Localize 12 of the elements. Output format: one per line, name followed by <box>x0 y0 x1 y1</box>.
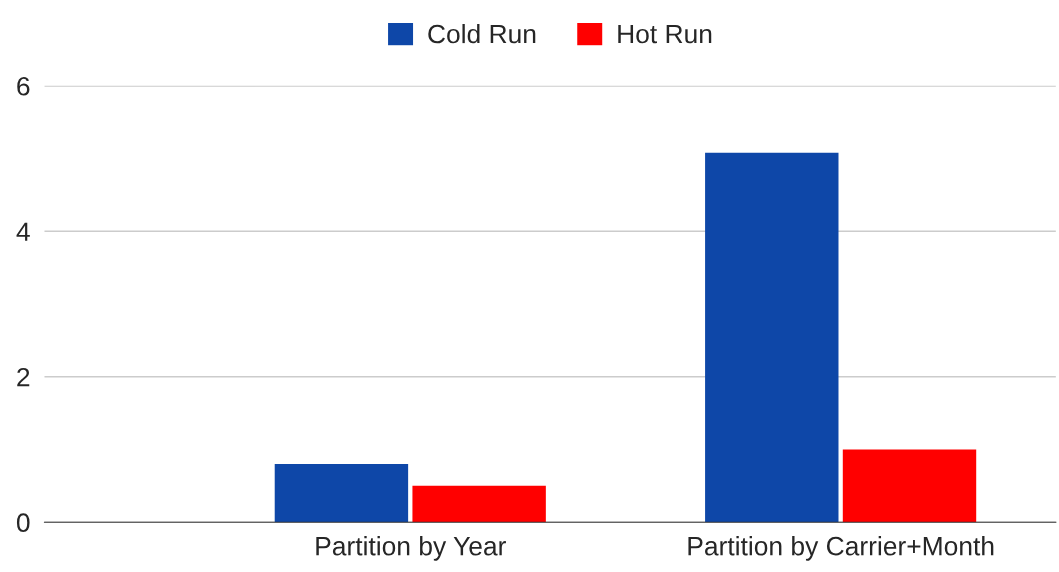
y-tick-label: 4 <box>16 222 30 241</box>
bar <box>842 449 977 523</box>
legend-label: Cold Run <box>428 23 536 44</box>
y-tick-label: 2 <box>17 367 30 387</box>
legend-label: Hot Run <box>618 24 712 44</box>
y-tick-label: 0 <box>16 513 30 533</box>
bar <box>412 485 546 523</box>
x-tick-label: Partition by Carrier+Month <box>688 536 994 561</box>
bar <box>705 152 839 523</box>
bar <box>274 464 409 523</box>
y-tick-label: 6 <box>17 76 30 96</box>
x-tick-label: Partition by Year <box>316 536 506 561</box>
